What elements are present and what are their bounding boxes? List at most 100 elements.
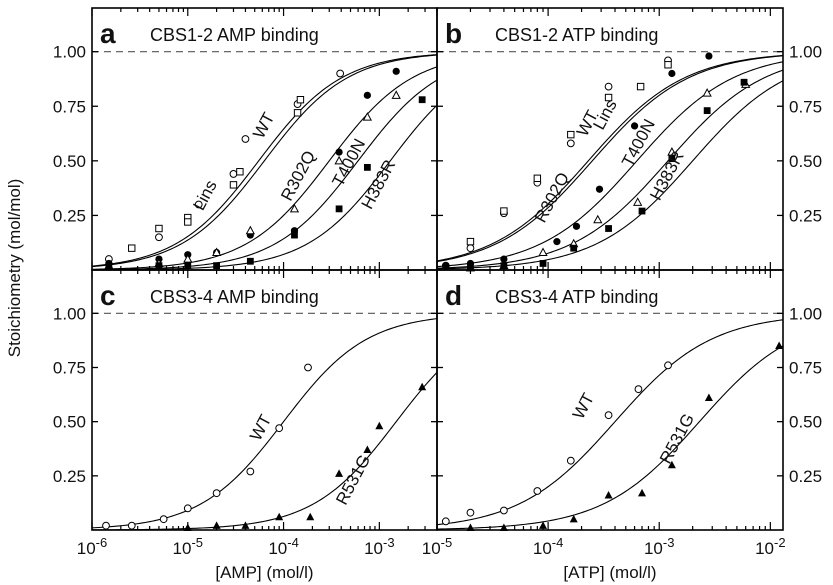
- data-point-h383r: [184, 262, 192, 270]
- data-point-h383r: [605, 225, 612, 232]
- x-tick-label: 10-4: [268, 535, 298, 558]
- y-tick-label: 1.00: [53, 304, 86, 323]
- y-tick-label: 0.75: [53, 359, 86, 378]
- data-point-r531g: [499, 523, 508, 532]
- data-point-lins: [466, 237, 475, 246]
- y-tick-label: 0.25: [53, 467, 86, 486]
- data-point-r531g: [212, 521, 221, 529]
- data-point-wt: [533, 487, 542, 495]
- data-point-r302q: [553, 238, 561, 246]
- data-point-h383r: [418, 96, 426, 104]
- data-point-t400n: [362, 112, 373, 121]
- y-tick-label: 0.75: [789, 359, 822, 378]
- data-point-wt: [212, 489, 221, 498]
- data-point-r531g: [306, 512, 315, 521]
- data-point-r302q: [595, 185, 604, 193]
- y-tick-label: 0.75: [789, 97, 822, 116]
- x-tick-label: 10-2: [755, 535, 785, 558]
- panel-frame: [91, 269, 438, 531]
- data-point-h383r: [638, 207, 646, 215]
- panel-frame: [436, 269, 784, 531]
- fit-curve-wt: [437, 319, 783, 526]
- x-tick-label: 10-3: [644, 535, 674, 558]
- data-point-h383r: [740, 78, 748, 86]
- data-point-h383r: [500, 262, 508, 270]
- data-point-t400n: [702, 88, 712, 97]
- data-point-h383r: [246, 257, 254, 265]
- data-point-h383r: [363, 163, 371, 171]
- fit-curve-t400n: [437, 69, 783, 269]
- panel-title: CBS3-4 AMP binding: [150, 287, 319, 307]
- data-point-t400n: [391, 90, 401, 99]
- y-tick-label: 0.50: [53, 413, 86, 432]
- y-tick-label: 0.25: [789, 206, 822, 225]
- data-point-r302q: [500, 255, 508, 263]
- panel-b: 1.000.750.500.25b CBS1-2 ATP bindingWTLin…: [436, 7, 822, 272]
- data-point-lins: [664, 61, 672, 69]
- data-point-r302q: [442, 262, 450, 270]
- data-point-t400n: [667, 147, 677, 156]
- data-point-wt: [102, 521, 110, 530]
- data-point-r302q: [335, 148, 343, 156]
- data-point-wt: [127, 521, 136, 530]
- x-tick-exponent: -5: [441, 535, 453, 550]
- fit-curve-t400n: [92, 79, 437, 270]
- data-point-h383r: [703, 107, 711, 115]
- data-point-wt: [155, 233, 163, 242]
- data-point-lins: [296, 96, 305, 104]
- data-point-wt: [604, 82, 613, 91]
- data-point-r302q: [572, 222, 581, 230]
- panel-title: CBS1-2 ATP binding: [495, 25, 658, 45]
- data-point-wt: [241, 135, 250, 143]
- curve-label-t400n: T400N: [328, 136, 369, 190]
- fit-curve-r302q: [92, 66, 437, 270]
- data-point-r531g: [241, 521, 250, 529]
- y-tick-label: 0.25: [53, 206, 86, 225]
- x-tick-base: 10: [77, 539, 96, 558]
- y-tick-label: 0.50: [789, 152, 822, 171]
- curve-label-wt: WT: [249, 109, 278, 141]
- data-point-r531g: [375, 421, 384, 430]
- x-tick-base: 10: [755, 539, 774, 558]
- data-point-h383r: [570, 244, 578, 252]
- data-point-t400n: [183, 254, 193, 263]
- data-point-wt: [246, 467, 255, 476]
- data-point-r531g: [604, 491, 613, 499]
- data-point-h383r: [213, 262, 221, 270]
- data-point-t400n: [633, 197, 643, 206]
- x-tick-exponent: -3: [663, 535, 675, 550]
- y-axis-title: Stoichiometry (mol/mol): [5, 179, 24, 358]
- data-point-r531g: [363, 445, 372, 454]
- data-point-wt: [183, 504, 192, 513]
- y-tick-label: 0.50: [789, 413, 822, 432]
- curve-label-h383r: H383R: [358, 157, 400, 213]
- data-point-wt: [304, 363, 312, 372]
- data-point-h383r: [291, 231, 298, 239]
- x-tick-base: 10: [173, 539, 192, 558]
- data-point-wt: [499, 506, 508, 515]
- fit-curve-h383r: [437, 80, 783, 270]
- data-point-r531g: [638, 488, 647, 497]
- x-tick-label: 10-6: [77, 535, 107, 558]
- data-point-wt: [336, 69, 345, 78]
- y-tick-label: 1.00: [789, 43, 822, 62]
- x-tick-exponent: -5: [191, 535, 203, 550]
- data-point-r302q: [630, 122, 639, 130]
- fit-curve-r531g: [92, 372, 437, 530]
- data-point-t400n: [334, 155, 344, 165]
- data-point-h383r: [539, 260, 547, 267]
- data-point-lins: [184, 218, 192, 226]
- panel-letter: c: [100, 280, 116, 311]
- panel-letter: d: [445, 280, 462, 311]
- x-tick-base: 10: [644, 539, 663, 558]
- data-point-r302q: [705, 52, 713, 60]
- curve-label-r531g: R531G: [656, 410, 698, 466]
- data-point-lins: [155, 224, 163, 233]
- data-point-wt: [604, 411, 613, 420]
- data-point-r531g: [466, 523, 475, 532]
- curve-label-r302q: R302Q: [277, 147, 319, 203]
- data-point-wt: [466, 508, 475, 517]
- data-point-wt: [664, 361, 672, 370]
